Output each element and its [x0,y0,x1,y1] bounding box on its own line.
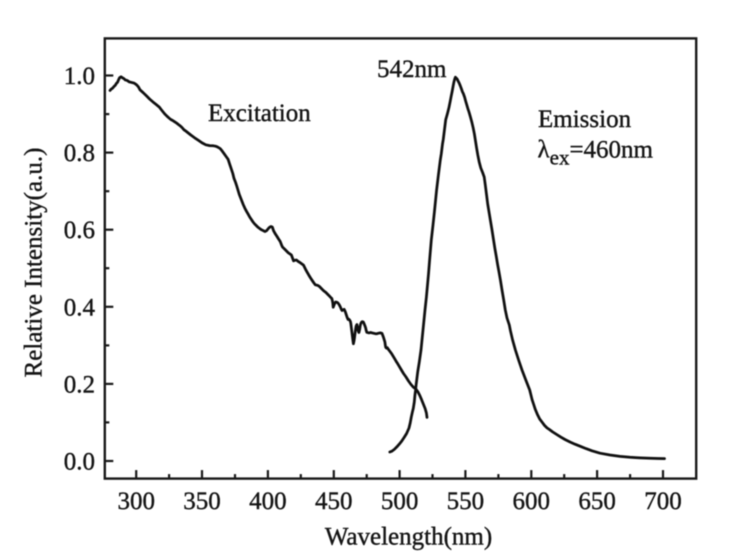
svg-text:Relative Intensity(a.u.): Relative Intensity(a.u.) [21,148,48,378]
svg-text:0.4: 0.4 [64,294,96,321]
svg-text:Wavelength(nm): Wavelength(nm) [325,524,492,551]
svg-text:450: 450 [315,488,353,515]
svg-text:0.0: 0.0 [64,449,95,476]
svg-text:550: 550 [447,488,485,515]
svg-text:542nm: 542nm [377,56,447,83]
svg-text:350: 350 [183,488,221,515]
svg-text:0.2: 0.2 [64,371,95,398]
svg-text:500: 500 [381,488,419,515]
svg-text:600: 600 [513,488,551,515]
svg-text:400: 400 [249,488,287,515]
svg-text:650: 650 [578,488,616,515]
svg-text:Excitation: Excitation [208,100,311,127]
svg-text:0.6: 0.6 [64,217,95,244]
svg-text:0.8: 0.8 [64,140,95,167]
svg-text:700: 700 [644,488,682,515]
svg-text:Emission: Emission [538,106,632,133]
svg-text:1.0: 1.0 [64,63,95,90]
svg-text:300: 300 [117,488,155,515]
